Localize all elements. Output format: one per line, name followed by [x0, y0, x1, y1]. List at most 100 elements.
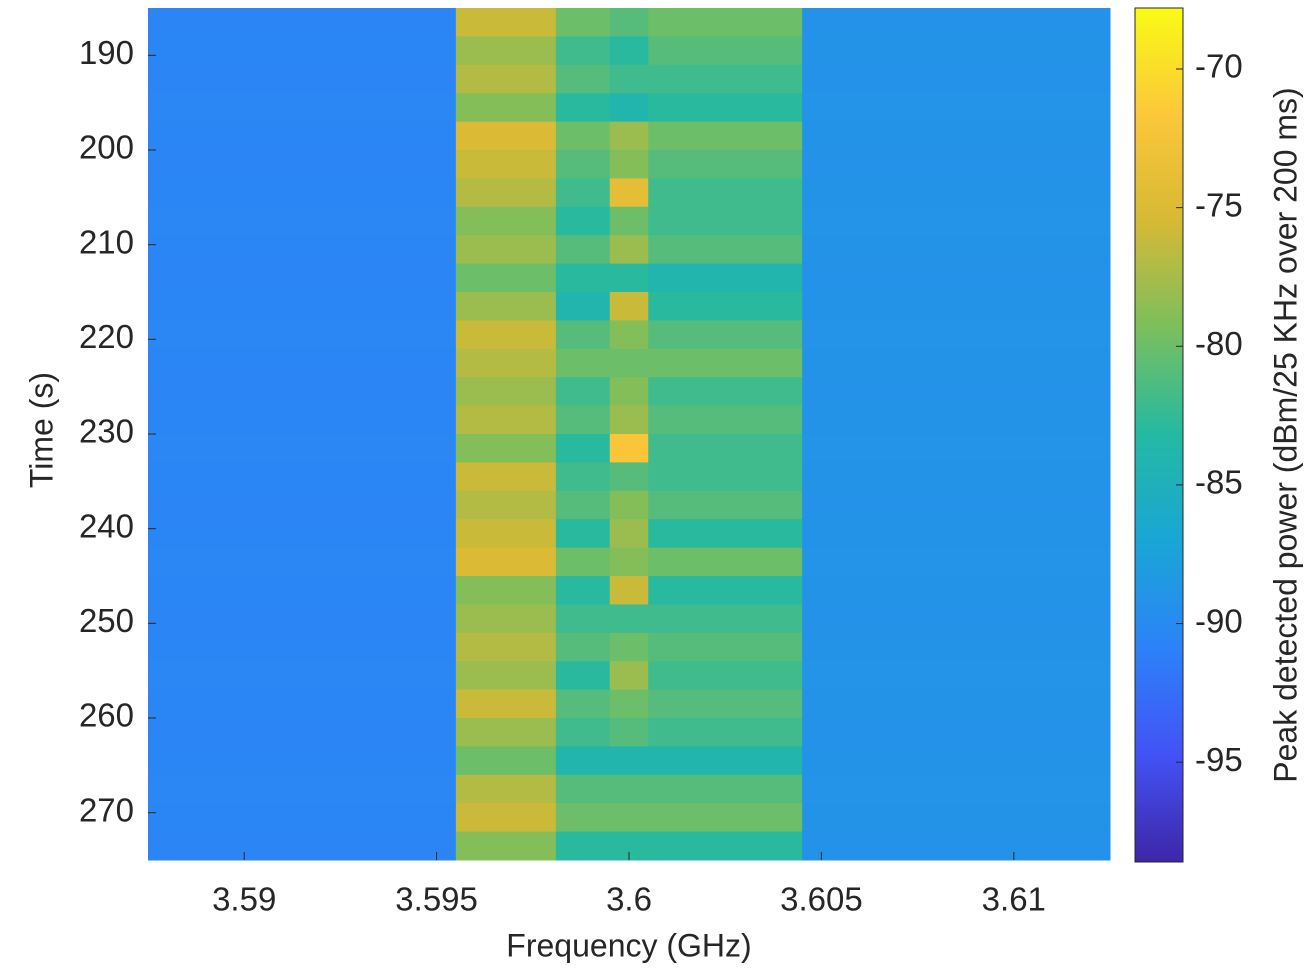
heatmap-cell	[148, 150, 457, 179]
heatmap-cell	[609, 36, 649, 66]
heatmap-cell	[455, 746, 557, 776]
heatmap-cell	[148, 348, 457, 378]
heatmap-cell	[609, 604, 649, 634]
heatmap-cell	[609, 774, 649, 804]
heatmap-cell	[555, 93, 611, 123]
heatmap-cell	[648, 348, 803, 378]
heatmap-cell	[555, 434, 611, 463]
heatmap-cell	[455, 36, 557, 66]
heatmap-cell	[555, 661, 611, 691]
heatmap-cell	[555, 377, 611, 407]
heatmap-cell	[802, 405, 1111, 435]
heatmap-cell	[455, 263, 557, 293]
heatmap-cell	[802, 36, 1111, 66]
heatmap-cell	[455, 803, 557, 833]
heatmap-cell	[802, 121, 1111, 151]
heatmap-cell	[455, 178, 557, 208]
heatmap-cell	[802, 292, 1111, 321]
heatmap-cell	[802, 150, 1111, 179]
heatmap-cell	[609, 519, 649, 549]
x-tick-label: 3.595	[395, 881, 478, 918]
y-tick-label: 270	[79, 791, 134, 828]
heatmap-cell	[148, 235, 457, 265]
heatmap-cell	[802, 746, 1111, 776]
heatmap-cell	[609, 547, 649, 577]
heatmap-cell	[148, 206, 457, 236]
heatmap-cell	[609, 377, 649, 407]
heatmap-cell	[648, 774, 803, 804]
heatmap-cell	[455, 235, 557, 265]
heatmap-cell	[148, 405, 457, 435]
heatmap-cell	[455, 689, 557, 719]
heatmap-cell	[802, 547, 1111, 577]
heatmap-cell	[648, 661, 803, 691]
heatmap-cell	[802, 774, 1111, 804]
y-axis-label: Time (s)	[23, 372, 59, 488]
heatmap-cell	[148, 774, 457, 804]
heatmap-cell	[555, 206, 611, 236]
heatmap-cell	[802, 661, 1111, 691]
heatmap-cell	[555, 405, 611, 435]
heatmap-cell	[648, 8, 803, 37]
heatmap-cell	[609, 348, 649, 378]
y-tick-label: 190	[79, 34, 134, 71]
heatmap-cell	[455, 64, 557, 94]
heatmap-cell	[455, 434, 557, 463]
y-tick-label: 240	[79, 507, 134, 544]
heatmap-cell	[609, 93, 649, 123]
heatmap-cell	[148, 661, 457, 691]
heatmap-cell	[555, 178, 611, 208]
heatmap-cell	[648, 519, 803, 549]
heatmap-cell	[648, 320, 803, 350]
y-tick-label: 200	[79, 129, 134, 166]
heatmap-cell	[802, 8, 1111, 37]
heatmap-cell	[802, 206, 1111, 236]
heatmap-cell	[555, 8, 611, 37]
heatmap-cell	[648, 490, 803, 520]
heatmap-cell	[648, 576, 803, 605]
heatmap-cell	[455, 462, 557, 492]
heatmap-cell	[802, 831, 1111, 861]
heatmap-cell	[148, 178, 457, 208]
heatmap-cell	[148, 434, 457, 463]
heatmap-cell	[148, 831, 457, 861]
heatmap-cell	[648, 263, 803, 293]
heatmap-cell	[555, 490, 611, 520]
y-tick-label: 220	[79, 318, 134, 355]
heatmap-cell	[609, 434, 649, 463]
heatmap-cell	[455, 8, 557, 37]
heatmap-cell	[555, 774, 611, 804]
heatmap-cell	[555, 604, 611, 634]
heatmap-cell	[648, 64, 803, 94]
heatmap-cell	[609, 8, 649, 37]
heatmap-cell	[648, 689, 803, 719]
colorbar	[1134, 7, 1184, 863]
heatmap-cell	[148, 377, 457, 407]
heatmap-cell	[802, 576, 1111, 605]
heatmap-cell	[455, 632, 557, 662]
heatmap-cell	[609, 206, 649, 236]
heatmap-cell	[555, 831, 611, 861]
heatmap-cell	[148, 718, 457, 747]
y-tick-label: 230	[79, 413, 134, 450]
heatmap-cell	[609, 689, 649, 719]
heatmap-cell	[555, 803, 611, 833]
heatmap-cell	[455, 150, 557, 179]
heatmap-cell	[455, 348, 557, 378]
heatmap-cell	[648, 462, 803, 492]
heatmap-cell	[148, 604, 457, 634]
heatmap-cell	[148, 547, 457, 577]
heatmap-cell	[609, 150, 649, 179]
heatmap-cell	[455, 774, 557, 804]
heatmap-cell	[802, 803, 1111, 833]
y-tick-label: 260	[79, 697, 134, 734]
heatmap-cell	[148, 462, 457, 492]
heatmap-cell	[648, 292, 803, 321]
heatmap-cell	[648, 235, 803, 265]
heatmap-cell	[148, 263, 457, 293]
heatmap-cell	[609, 661, 649, 691]
heatmap-cell	[802, 348, 1111, 378]
heatmap-cell	[455, 576, 557, 605]
heatmap-cell	[555, 746, 611, 776]
